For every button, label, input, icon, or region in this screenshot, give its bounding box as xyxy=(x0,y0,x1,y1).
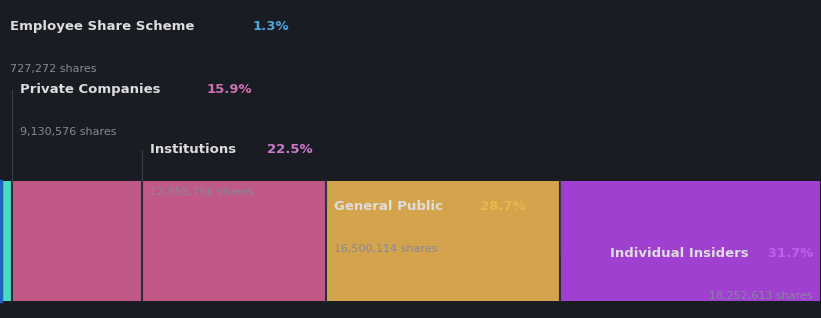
Text: 22.5%: 22.5% xyxy=(267,143,313,156)
Text: General Public: General Public xyxy=(334,200,447,213)
Text: Individual Insiders: Individual Insiders xyxy=(610,247,748,260)
Text: 16,500,114 shares: 16,500,114 shares xyxy=(334,244,438,254)
Bar xyxy=(561,181,819,301)
Text: 12,958,766 shares: 12,958,766 shares xyxy=(150,187,254,197)
Text: 28.7%: 28.7% xyxy=(480,200,526,213)
Text: 727,272 shares: 727,272 shares xyxy=(10,65,96,74)
Bar xyxy=(326,181,561,301)
Text: Employee Share Scheme: Employee Share Scheme xyxy=(10,20,199,33)
Text: 15.9%: 15.9% xyxy=(207,83,252,96)
Text: 9,130,576 shares: 9,130,576 shares xyxy=(21,128,117,137)
Text: 31.7%: 31.7% xyxy=(763,247,813,260)
Bar xyxy=(142,181,326,301)
Text: 1.3%: 1.3% xyxy=(253,20,289,33)
Bar xyxy=(12,181,142,301)
Text: 18,252,613 shares: 18,252,613 shares xyxy=(709,291,813,301)
Text: Institutions: Institutions xyxy=(150,143,241,156)
Text: Private Companies: Private Companies xyxy=(21,83,165,96)
Bar xyxy=(2,181,12,301)
